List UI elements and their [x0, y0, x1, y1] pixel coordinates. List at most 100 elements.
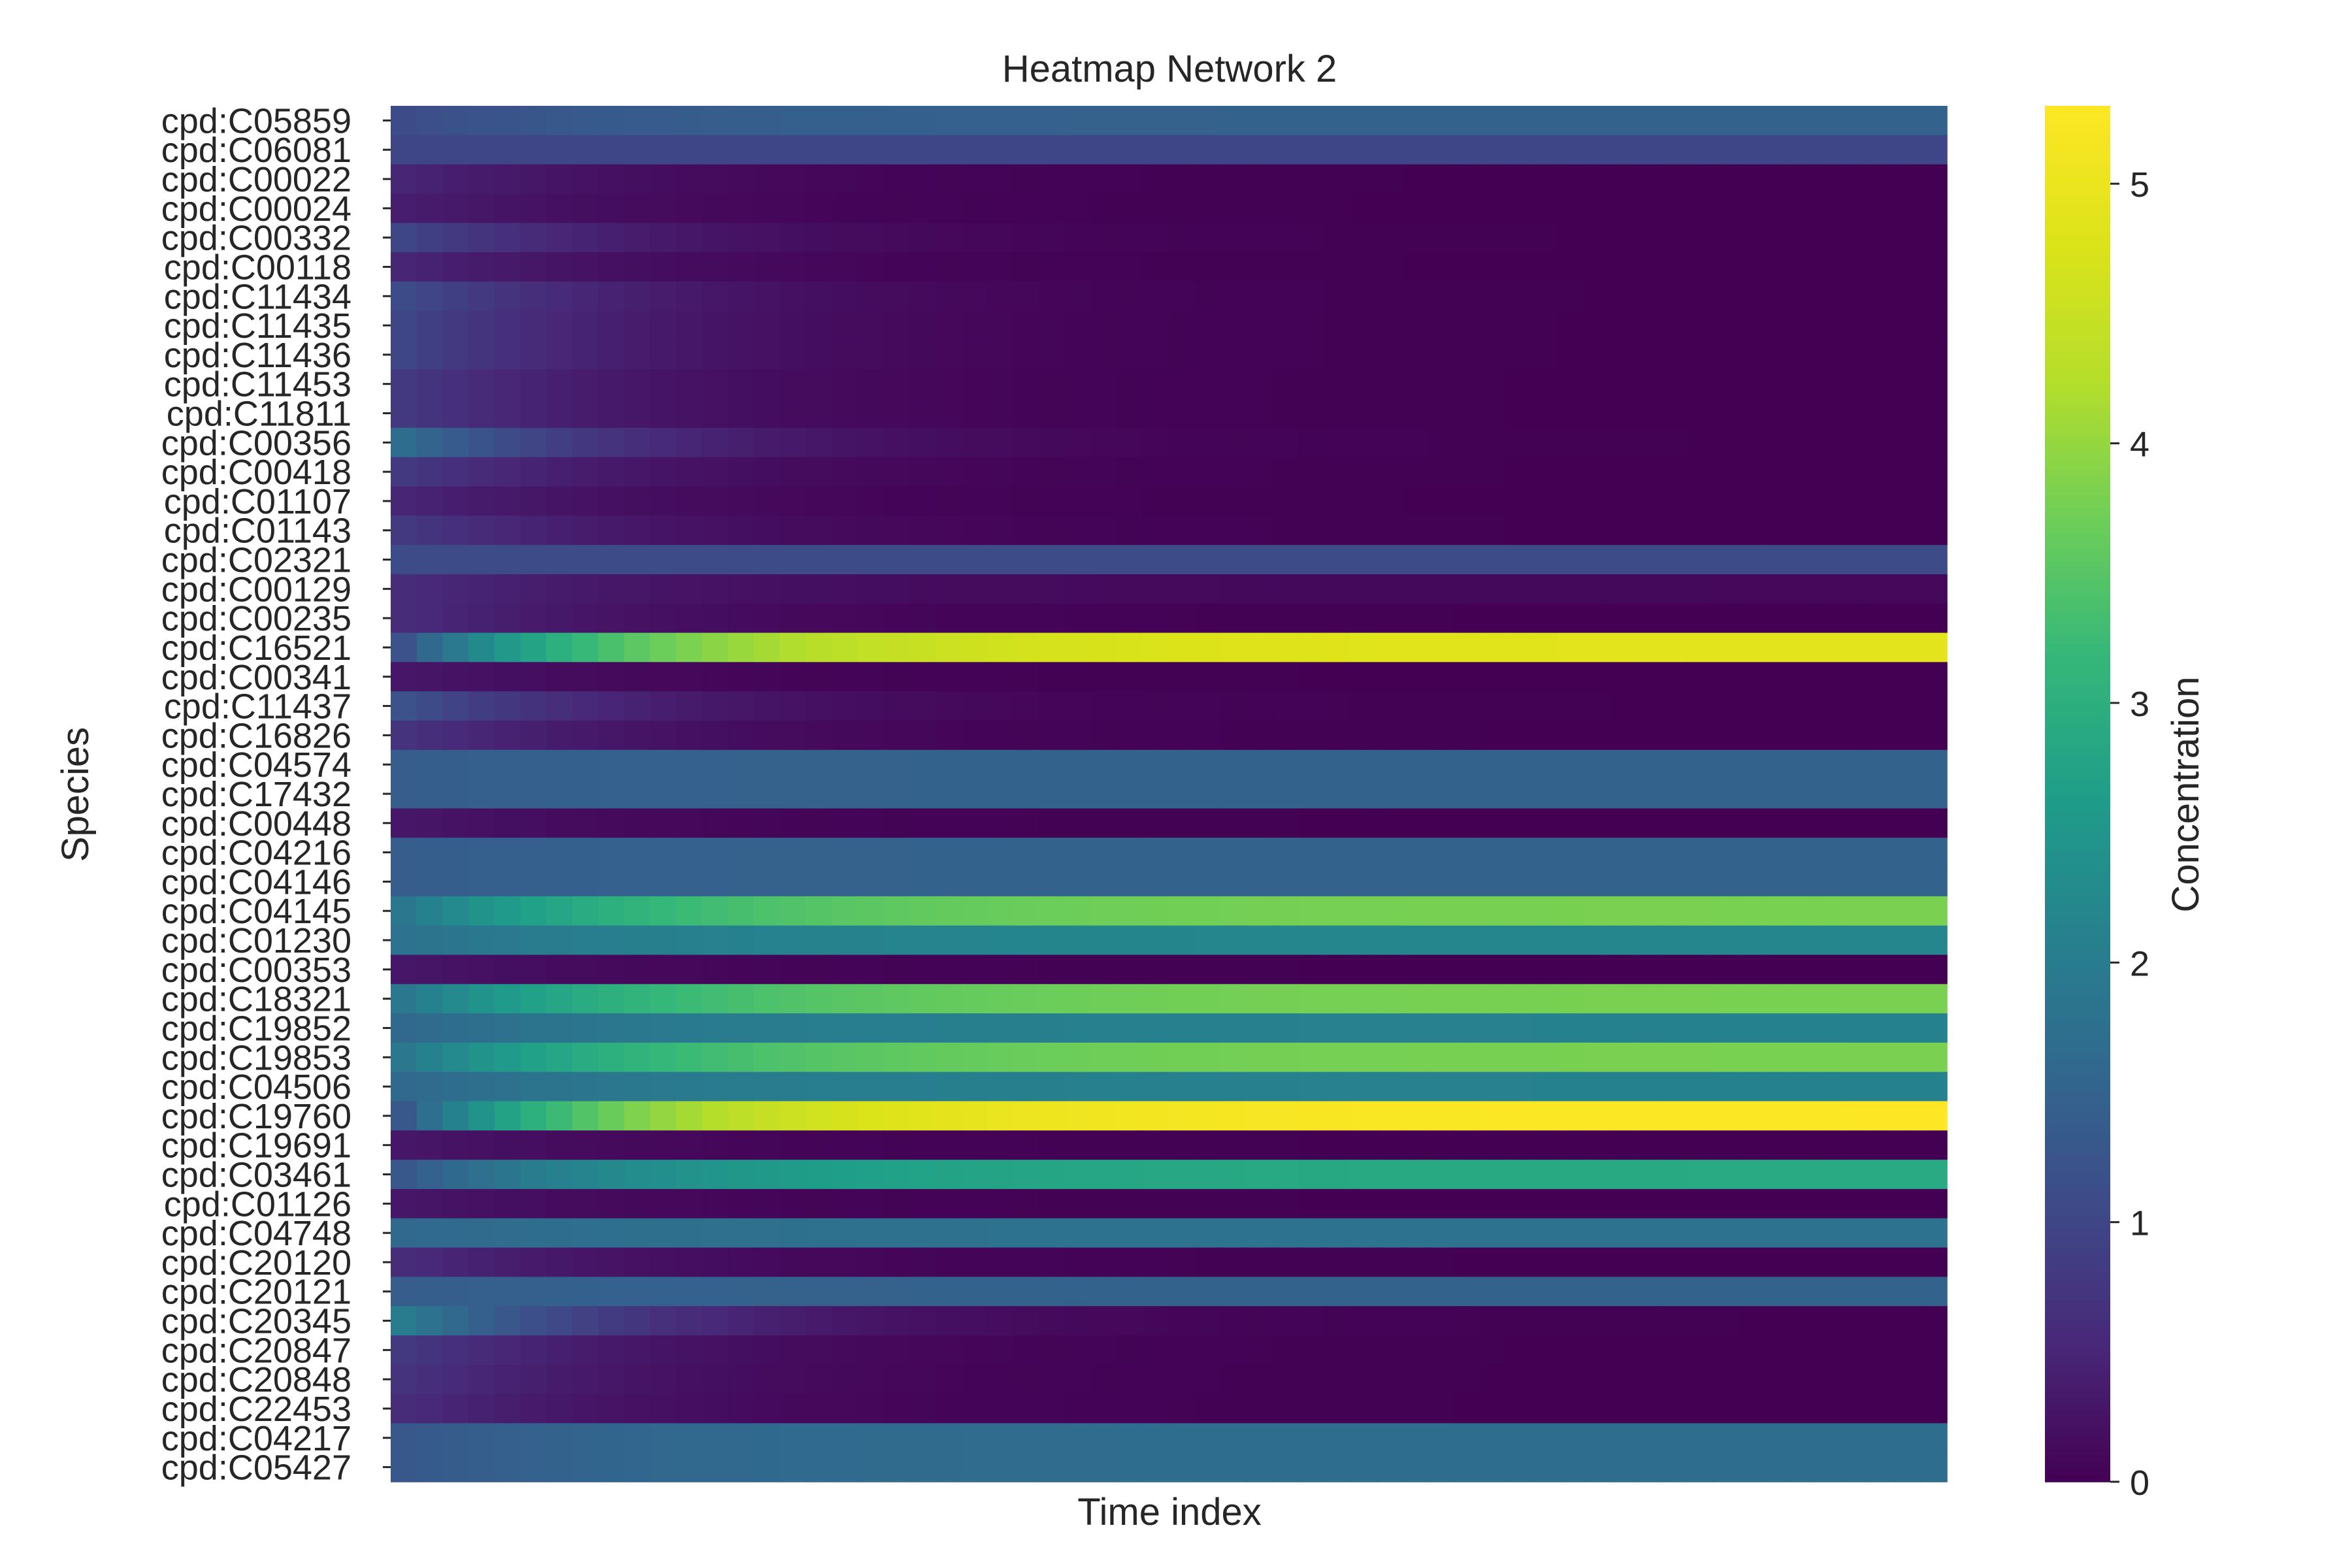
heatmap-cell [520, 1188, 547, 1219]
heatmap-cell [442, 720, 469, 751]
heatmap-cell [987, 223, 1014, 253]
heatmap-cell [416, 1130, 444, 1160]
heatmap-cell [1065, 574, 1092, 604]
heatmap-cell [1765, 867, 1792, 897]
heatmap-cell [1635, 1394, 1663, 1424]
heatmap-cell [1584, 369, 1610, 399]
heatmap-cell [1791, 867, 1818, 897]
heatmap-cell [1454, 808, 1481, 839]
heatmap-cell [1090, 340, 1118, 370]
heatmap-cell [1298, 399, 1325, 429]
heatmap-cell [1817, 252, 1844, 282]
heatmap-cell [650, 193, 677, 224]
heatmap-cell [1506, 1364, 1533, 1395]
heatmap-cell [1480, 1218, 1507, 1249]
y-tick-label: cpd:C01230 [161, 921, 351, 960]
heatmap-cell [546, 720, 573, 751]
heatmap-cell [1895, 193, 1922, 224]
colorbar-tick-label: 3 [2130, 685, 2149, 724]
heatmap-cell [1298, 164, 1325, 195]
heatmap-cell [909, 399, 936, 429]
colorbar-segment [2045, 1007, 2110, 1015]
heatmap-cell [1247, 340, 1273, 370]
heatmap-cell [1298, 1277, 1325, 1307]
heatmap-cell [1272, 1423, 1299, 1453]
heatmap-cell [702, 1218, 728, 1249]
heatmap-cell [391, 1394, 417, 1424]
heatmap-cell [494, 399, 521, 429]
heatmap-cell [987, 867, 1014, 897]
heatmap-cell [1506, 662, 1533, 692]
heatmap-cell [1324, 632, 1351, 663]
heatmap-cell [1065, 1218, 1092, 1249]
colorbar-segment [2045, 1131, 2110, 1139]
heatmap-cell [1895, 1188, 1922, 1219]
heatmap-cell [909, 486, 936, 517]
heatmap-cell [1428, 1160, 1455, 1190]
heatmap-cell [1921, 1364, 1948, 1395]
heatmap-cell [728, 369, 755, 399]
heatmap-cell [806, 1394, 832, 1424]
heatmap-cell [1480, 399, 1507, 429]
heatmap-cell [702, 427, 728, 458]
heatmap-cell [702, 1394, 728, 1424]
heatmap-cell [1376, 808, 1403, 839]
heatmap-cell [909, 749, 936, 780]
heatmap-cell [1480, 427, 1507, 458]
y-tick-label: cpd:C04217 [161, 1419, 351, 1458]
heatmap-cell [1454, 1423, 1481, 1453]
heatmap-cell [1869, 1188, 1896, 1219]
heatmap-cell [909, 808, 936, 839]
heatmap-cell [1454, 1364, 1481, 1395]
heatmap-cell [1065, 749, 1092, 780]
heatmap-cell [1661, 1071, 1688, 1102]
heatmap-cell [753, 223, 781, 253]
heatmap-cell [935, 1394, 962, 1424]
heatmap-cell [1298, 340, 1325, 370]
heatmap-cell [1013, 808, 1040, 839]
heatmap-cell [1013, 896, 1040, 926]
heatmap-cell [806, 310, 832, 341]
heatmap-cell [1609, 808, 1637, 839]
heatmap-cell [1480, 896, 1507, 926]
heatmap-cell [1220, 545, 1247, 575]
heatmap-cell [1531, 281, 1559, 312]
heatmap-cell [1220, 1335, 1247, 1365]
heatmap-cell [650, 1188, 677, 1219]
heatmap-cell [676, 1130, 703, 1160]
heatmap-cell [1065, 1188, 1092, 1219]
heatmap-cell [935, 223, 962, 253]
heatmap-cell [1558, 340, 1584, 370]
heatmap-cell [494, 1130, 521, 1160]
heatmap-cell [1558, 1013, 1584, 1043]
heatmap-cell [416, 691, 444, 721]
heatmap-cell [883, 1364, 910, 1395]
heatmap-cell [624, 1335, 651, 1365]
heatmap-cell [702, 574, 728, 604]
heatmap-cell [1506, 808, 1533, 839]
heatmap-cell [1584, 457, 1610, 487]
heatmap-cell [857, 662, 885, 692]
heatmap-cell [1247, 1394, 1273, 1424]
heatmap-cell [1558, 574, 1584, 604]
heatmap-cell [442, 281, 469, 312]
heatmap-cell [1090, 106, 1118, 136]
heatmap-cell [650, 1160, 677, 1190]
heatmap-cell [1220, 252, 1247, 282]
heatmap-cell [1117, 1394, 1144, 1424]
heatmap-cell [961, 662, 988, 692]
heatmap-cell [702, 545, 728, 575]
heatmap-cell [1324, 720, 1351, 751]
heatmap-cell [831, 193, 858, 224]
heatmap-cell [702, 340, 728, 370]
heatmap-cell [1013, 427, 1040, 458]
heatmap-cell [1428, 310, 1455, 341]
heatmap-cell [1584, 955, 1610, 985]
heatmap-cell [520, 252, 547, 282]
heatmap-cell [1558, 369, 1584, 399]
heatmap-cell [1013, 369, 1040, 399]
colorbar-segment [2045, 1384, 2110, 1392]
heatmap-cell [520, 867, 547, 897]
heatmap-cell [728, 1042, 755, 1073]
heatmap-cell [1220, 1218, 1247, 1249]
